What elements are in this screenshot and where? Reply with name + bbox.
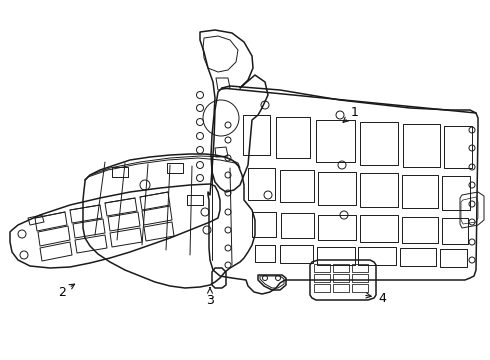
Text: 2: 2: [58, 284, 74, 298]
Text: 4: 4: [366, 292, 386, 305]
Text: 3: 3: [206, 288, 214, 306]
Text: 1: 1: [343, 105, 359, 122]
